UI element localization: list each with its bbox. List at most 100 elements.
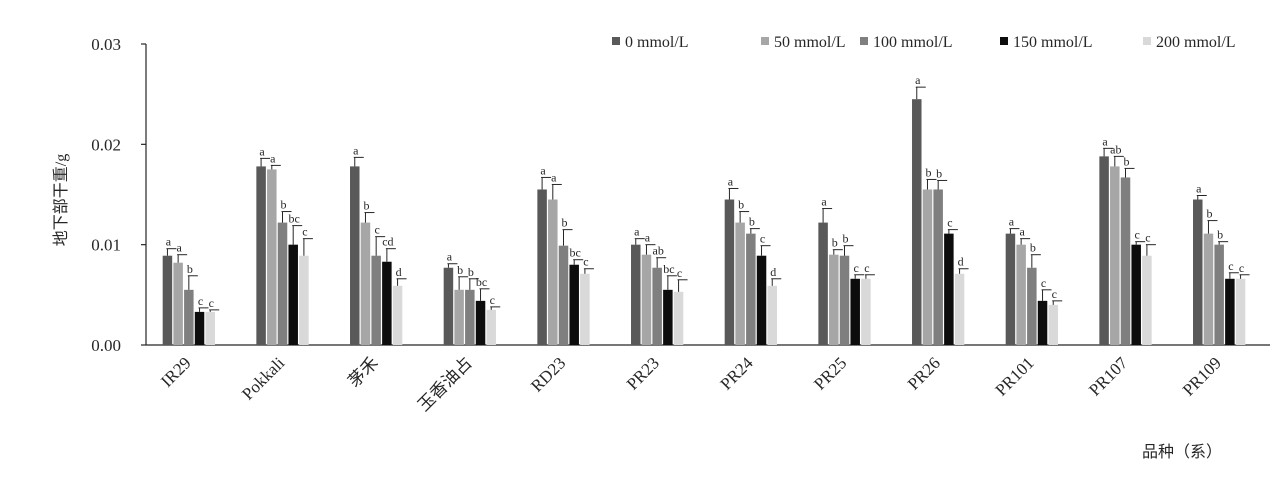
bar [350,166,360,345]
significance-label: b [1124,154,1130,168]
bar [360,222,371,345]
bar [475,300,486,345]
bar [465,289,475,345]
significance-label: b [457,263,463,277]
bar [162,255,173,345]
bar [277,222,288,345]
bar [954,273,965,345]
significance-label: c [1041,276,1046,290]
bar [673,291,684,345]
bar [663,289,673,345]
bar [184,289,194,345]
significance-label: a [551,170,557,184]
bar [1214,244,1224,345]
y-tick-label: 0.02 [91,135,121,154]
x-tick-label: PR25 [810,353,850,393]
bar [1037,300,1048,345]
significance-label: a [1019,225,1025,239]
x-tick-label: PR26 [904,353,944,393]
x-tick-label: PR109 [1179,353,1225,399]
significance-label: b [749,215,755,229]
legend-entry: 100 mmol/L [873,34,953,51]
bar [537,189,547,345]
significance-label: c [1145,231,1150,245]
x-axis-label: 品种（系） [1142,443,1222,461]
significance-label: c [677,266,682,280]
y-tick-label: 0.01 [91,236,121,255]
bar [912,99,922,345]
significance-label: d [396,265,402,279]
y-axis-label: 地下部干重/g [52,154,70,246]
bar [392,285,403,345]
significance-label: cd [382,235,393,249]
significance-label: a [353,143,359,157]
x-tick-label: 茅禾 [345,353,382,390]
bar [1099,156,1109,345]
significance-label: b [843,232,849,246]
bar [1193,199,1203,345]
legend-swatch [1143,37,1151,45]
bar [382,261,392,345]
significance-label: c [1239,261,1244,275]
significance-label: b [1217,228,1223,242]
bar [194,311,205,345]
bar [1027,267,1037,345]
significance-label: a [447,250,453,264]
bar [746,233,756,345]
significance-label: b [832,236,838,250]
bar [267,169,277,345]
bar [580,273,590,345]
bar [850,278,860,345]
significance-label: b [281,198,287,212]
significance-label: c [302,225,307,239]
significance-label: c [1052,287,1057,301]
significance-label: b [1030,241,1036,255]
bar [371,255,381,345]
bar [1235,278,1246,345]
bar [767,285,777,345]
x-tick-label: Pokkali [238,353,288,403]
x-tick-label: PR101 [992,353,1038,399]
bar [1142,255,1152,345]
significance-label: c [209,296,214,310]
significance-label: d [958,255,964,269]
bar [724,199,735,345]
significance-label: a [821,195,827,209]
bar [548,199,558,345]
significance-label: a [259,144,265,158]
bar [1225,278,1235,345]
bar [299,255,309,345]
significance-label: b [925,165,931,179]
significance-label: a [1196,182,1202,196]
legend-entry: 200 mmol/L [1156,34,1236,51]
bar [944,233,954,345]
bar [1131,244,1141,345]
bar [829,254,839,345]
significance-label: a [634,225,640,239]
legend-swatch [1000,37,1008,45]
significance-label: b [363,199,369,213]
bar [652,267,662,345]
x-tick-label: IR29 [157,353,194,390]
significance-label: a [1009,215,1015,229]
significance-label: c [947,216,952,230]
bar [569,264,579,345]
significance-label: c [490,293,495,307]
bar [205,311,215,345]
bar [1110,166,1120,345]
bar [1016,244,1026,345]
x-tick-label: 玉香油占 [414,353,476,415]
significance-label: bc [570,246,581,260]
significance-label: b [187,262,193,276]
legend-entry: 150 mmol/L [1013,34,1093,51]
bar [818,222,828,345]
bar [922,189,933,345]
significance-label: a [176,241,182,255]
bar [173,262,183,345]
bar [933,189,943,345]
significance-label: c [1135,228,1140,242]
significance-label: a [270,151,276,165]
bar [839,255,850,345]
bar [641,254,652,345]
